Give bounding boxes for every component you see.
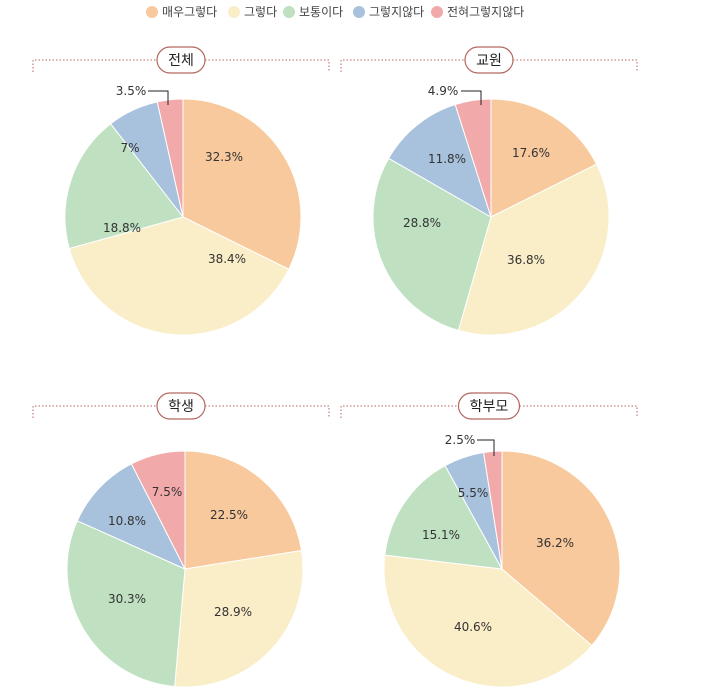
chart-title-badge — [156, 46, 206, 74]
frame-line-left — [340, 59, 465, 72]
slice-label: 11.8% — [428, 152, 466, 166]
pie-slice — [384, 464, 503, 570]
slice-label: 38.4% — [208, 252, 246, 266]
pie-slice — [76, 463, 187, 571]
slice-label: 22.5% — [210, 508, 248, 522]
legend-swatch — [283, 6, 295, 18]
slice-label: 2.5% — [445, 433, 476, 447]
slice-label: 15.1% — [422, 528, 460, 542]
frame-line-right — [513, 59, 638, 72]
legend-swatch — [431, 6, 443, 18]
slice-label: 28.8% — [403, 216, 441, 230]
pie-slice — [68, 216, 290, 336]
callout-line — [477, 439, 495, 456]
callout-line — [148, 90, 169, 105]
frame-line-right — [519, 405, 638, 418]
pie-slice — [156, 98, 184, 218]
legend-label: 보통이다 — [299, 5, 343, 19]
legend-swatch — [228, 6, 240, 18]
legend-item: 전혀그렇지않다 — [431, 4, 524, 19]
legend-swatch — [353, 6, 365, 18]
legend: 매우그렇다 그렇다 보통이다 그렇지않다 전혀그렇지않다 — [146, 4, 524, 19]
pie-slice — [174, 549, 304, 688]
legend-item: 그렇다 — [228, 4, 277, 19]
slice-label: 18.8% — [103, 221, 141, 235]
frame-line-left — [32, 59, 157, 72]
pie-slice — [457, 163, 610, 336]
legend-item: 그렇지않다 — [353, 4, 424, 19]
slice-label: 7.5% — [152, 485, 183, 499]
slice-label: 10.8% — [108, 514, 146, 528]
pie-chart-2: 교원 17.6% 36.8% 28.8% 11.8% 4.9% — [340, 46, 638, 336]
frame-line-left — [340, 405, 459, 418]
legend-label: 그렇지않다 — [369, 4, 424, 19]
slice-label: 30.3% — [108, 592, 146, 606]
pie-slice — [490, 98, 598, 218]
chart-title: 교원 — [476, 53, 502, 69]
pie-slice — [383, 554, 593, 688]
pie-slice — [66, 520, 186, 688]
slice-label: 5.5% — [458, 486, 489, 500]
slice-label: 3.5% — [116, 84, 147, 98]
pie-chart-3: 학생 22.5% 28.9% 30.3% 10.8% 7.5% — [32, 392, 330, 688]
frame-line-left — [32, 405, 157, 418]
slice-label: 28.9% — [214, 605, 252, 619]
frame-line-right — [205, 405, 330, 418]
pie-slice — [454, 98, 492, 218]
pie-slice — [182, 98, 302, 270]
slice-label: 17.6% — [512, 146, 550, 160]
chart-title-badge — [156, 392, 206, 420]
frame-line-right — [205, 59, 330, 72]
pie-slice — [387, 103, 492, 219]
legend-swatch — [146, 6, 158, 18]
slice-label: 4.9% — [428, 84, 459, 98]
legend-label: 전혀그렇지않다 — [447, 4, 524, 19]
pie-slice — [372, 157, 492, 332]
slice-label: 36.2% — [536, 536, 574, 550]
pie-chart-1: 전체 32.3% 38.4% 18.8% 7% 3.5% — [32, 46, 330, 336]
chart-title: 전체 — [168, 53, 194, 69]
chart-title: 학생 — [168, 399, 194, 415]
callout-line — [461, 90, 482, 105]
chart-title-badge — [457, 392, 521, 420]
legend-label: 그렇다 — [244, 4, 277, 19]
legend-item: 매우그렇다 — [146, 4, 217, 19]
pie-slice — [130, 450, 186, 570]
slice-label: 40.6% — [454, 620, 492, 634]
pie-slice — [64, 123, 184, 250]
chart-title-badge — [464, 46, 514, 74]
slice-label: 36.8% — [507, 253, 545, 267]
pie-slice — [482, 450, 503, 570]
pie-slice — [184, 450, 303, 570]
charts-area: 전체 32.3% 38.4% 18.8% 7% 3.5% 교원 17.6% 36.8% 28.8%… — [32, 46, 638, 688]
pie-slice — [501, 450, 621, 647]
legend-item: 보통이다 — [283, 5, 343, 19]
legend-label: 매우그렇다 — [162, 4, 217, 19]
slice-label: 7% — [120, 141, 139, 155]
pie-chart-4: 학부모 36.2% 40.6% 15.1% 5.5% 2.5% — [340, 392, 638, 688]
chart-title: 학부모 — [470, 399, 509, 415]
slice-label: 32.3% — [205, 150, 243, 164]
